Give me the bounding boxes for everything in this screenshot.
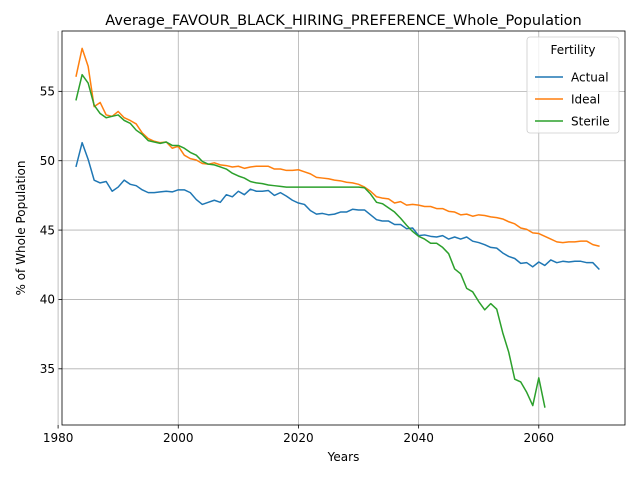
series-layer [75,47,600,408]
legend-title: Fertility [550,43,595,57]
y-tick-label: 35 [40,362,55,376]
x-axis-label: Years [327,450,360,464]
chart-title: Average_FAVOUR_BLACK_HIRING_PREFERENCE_W… [105,13,581,29]
series-line-actual [75,141,600,270]
legend-label-actual: Actual [571,70,609,84]
x-tick-label: 2040 [403,431,434,445]
y-axis-label: % of Whole Population [14,161,28,296]
y-tick-label: 50 [40,154,55,168]
y-tick-label: 45 [40,223,55,237]
plot-frame [61,30,626,426]
series-line-sterile [75,73,546,408]
legend: Fertility Actual Ideal Sterile [526,36,620,134]
axis-ticks: 1980 2000 2020 2040 2060 35 40 45 50 55 [40,85,554,445]
x-tick-label: 2020 [283,431,314,445]
legend-box [526,36,620,134]
x-tick-label: 2000 [163,431,194,445]
y-tick-label: 40 [40,293,55,307]
y-tick-label: 55 [40,85,55,99]
legend-label-sterile: Sterile [571,114,610,128]
legend-label-ideal: Ideal [571,92,600,106]
x-tick-label: 1980 [43,431,74,445]
x-tick-label: 2060 [524,431,555,445]
